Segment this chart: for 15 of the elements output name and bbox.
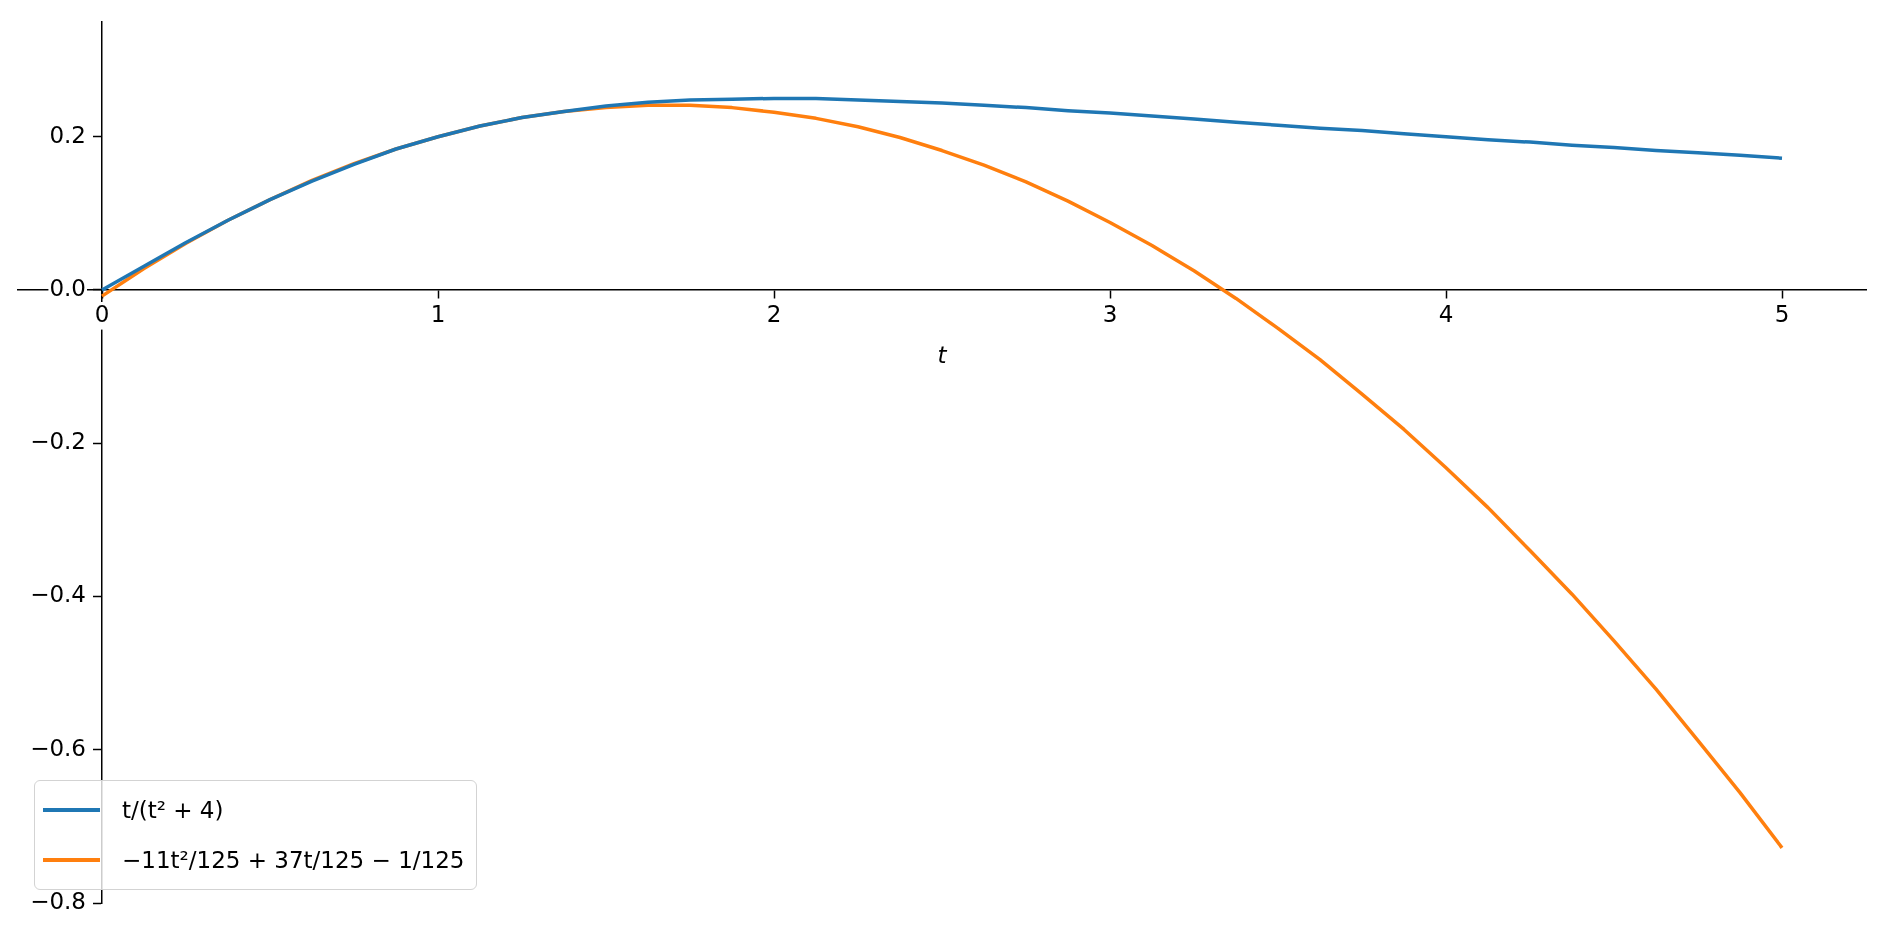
- x-tick-label: 1: [430, 300, 446, 327]
- y-tick-label: 0.0: [49, 274, 86, 301]
- y-tick-label: −0.8: [30, 887, 86, 914]
- legend-label: −11t²/125 + 37t/125 − 1/125: [122, 847, 465, 873]
- x-tick-label: 0: [94, 300, 110, 327]
- x-tick-label: 2: [766, 300, 782, 327]
- y-tick-label: −0.2: [30, 428, 86, 455]
- y-tick-label: 0.2: [49, 121, 86, 148]
- y-tick-label: −0.4: [30, 581, 86, 608]
- x-tick-label: 3: [1102, 300, 1118, 327]
- legend-label: t/(t² + 4): [122, 797, 224, 823]
- y-tick-label: −0.6: [30, 734, 86, 761]
- x-axis-title: t: [937, 342, 948, 369]
- x-tick-label: 5: [1774, 300, 1790, 327]
- x-tick-label: 4: [1438, 300, 1454, 327]
